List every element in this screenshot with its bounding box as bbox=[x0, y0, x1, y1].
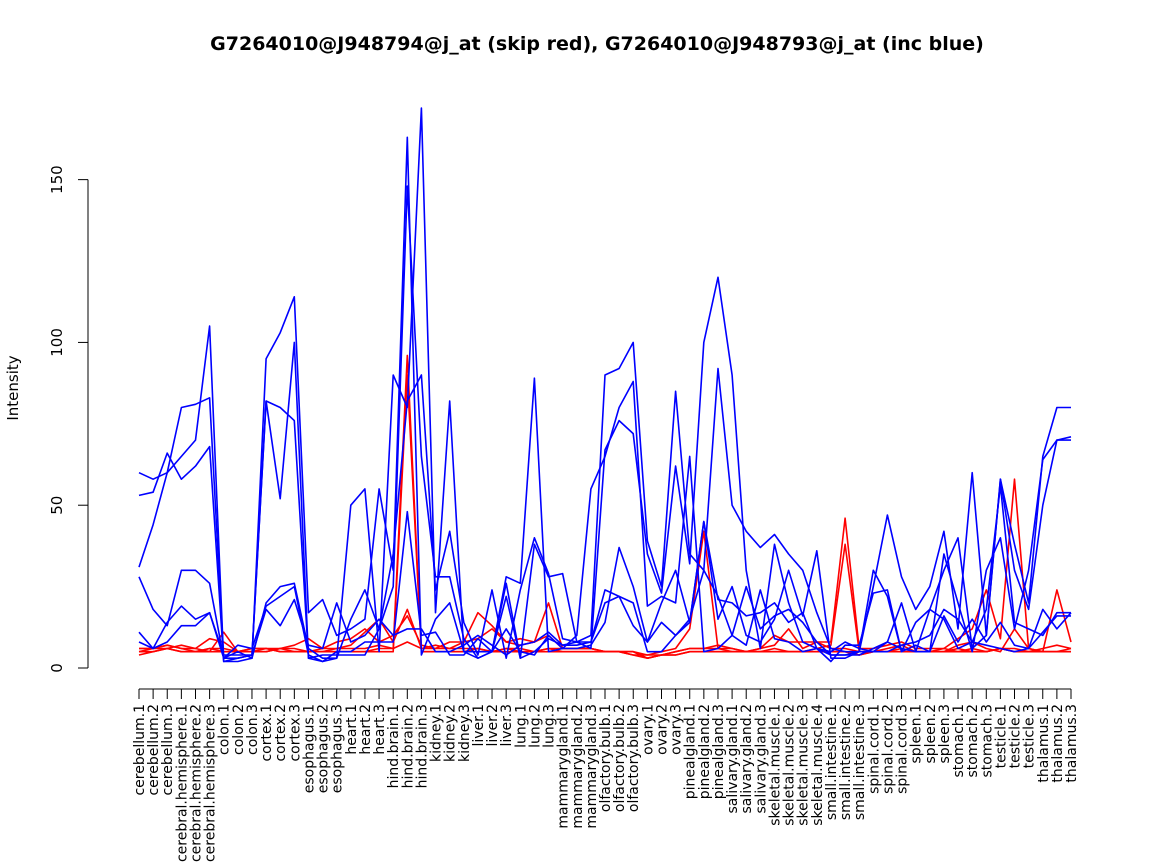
y-tick-label: 150 bbox=[48, 165, 66, 194]
x-tick-label: pinealgland.3 bbox=[711, 704, 727, 799]
x-tick-label: liver.1 bbox=[471, 704, 487, 747]
inc-series-line bbox=[138, 374, 1071, 660]
x-tick-label: testicle.1 bbox=[993, 704, 1009, 768]
x-tick-label: esophagus.3 bbox=[330, 704, 346, 793]
x-tick-label: liver.3 bbox=[499, 704, 515, 747]
x-tick-label: colon.3 bbox=[245, 704, 261, 755]
series-layer bbox=[138, 107, 1072, 663]
x-tick-label: spleen.2 bbox=[923, 704, 939, 764]
x-tick-label: colon.2 bbox=[231, 704, 247, 755]
skip-series-line bbox=[138, 374, 1071, 660]
x-tick-label: cortex.3 bbox=[287, 704, 303, 762]
x-tick-label: mammarygland.1 bbox=[556, 704, 572, 829]
x-tick-label: thalamus.2 bbox=[1050, 704, 1066, 783]
x-tick-label: spinal.cord.3 bbox=[895, 704, 911, 794]
x-tick-label: hind.brain.1 bbox=[386, 704, 402, 788]
x-tick-label: kidney.1 bbox=[429, 704, 445, 762]
y-tick-label: 0 bbox=[48, 663, 66, 673]
x-tick-label: pinealgland.1 bbox=[683, 704, 699, 799]
x-tick-label: skeletal.muscle.1 bbox=[767, 704, 783, 826]
x-tick-label: testicle.3 bbox=[1022, 704, 1038, 768]
x-tick-label: salivary.gland.1 bbox=[725, 704, 741, 813]
x-tick-label: small.intestine.1 bbox=[824, 704, 840, 820]
x-tick-label: mammarygland.3 bbox=[584, 704, 600, 829]
x-tick-label: spinal.cord.2 bbox=[880, 704, 896, 794]
x-tick-label: olfactory.bulb.2 bbox=[612, 704, 628, 812]
x-tick-label: esophagus.2 bbox=[316, 704, 332, 793]
x-tick-label: spleen.1 bbox=[909, 704, 925, 764]
x-tick-label: salivary.gland.2 bbox=[739, 704, 755, 813]
x-tick-label: skeletal.muscle.3 bbox=[796, 704, 812, 826]
x-tick-label: cortex.2 bbox=[273, 704, 289, 762]
x-tick-label: kidney.3 bbox=[457, 704, 473, 762]
x-tick-label: cerebral.hemisphere.2 bbox=[188, 704, 204, 862]
x-tick-label: lung.2 bbox=[527, 704, 543, 748]
x-tick-label: ovary.3 bbox=[669, 704, 685, 755]
x-tick-label: spinal.cord.1 bbox=[866, 704, 882, 794]
x-tick-label: lung.1 bbox=[513, 704, 529, 748]
x-tick-label: ovary.2 bbox=[654, 704, 670, 755]
y-tick-label: 100 bbox=[48, 328, 66, 357]
x-tick-label: small.intestine.2 bbox=[838, 704, 854, 820]
x-tick-label: spleen.3 bbox=[937, 704, 953, 764]
inc-series-line bbox=[138, 510, 1072, 663]
x-tick-label: esophagus.1 bbox=[301, 704, 317, 793]
x-tick-label: olfactory.bulb.3 bbox=[626, 704, 642, 812]
x-tick-label: heart.1 bbox=[344, 704, 360, 755]
x-tick-label: cerebral.hemisphere.3 bbox=[203, 704, 219, 862]
skip-series-line bbox=[139, 478, 1072, 656]
x-tick-label: skeletal.muscle.4 bbox=[810, 704, 826, 826]
x-tick-label: heart.2 bbox=[358, 704, 374, 755]
x-tick-label: liver.2 bbox=[485, 704, 501, 747]
x-tick-label: mammarygland.2 bbox=[570, 704, 586, 829]
x-tick-label: ovary.1 bbox=[640, 704, 656, 755]
x-tick-label: colon.1 bbox=[217, 704, 233, 755]
x-tick-label: skeletal.muscle.2 bbox=[782, 704, 798, 826]
x-tick-label: thalamus.1 bbox=[1036, 704, 1052, 783]
x-tick-label: heart.3 bbox=[372, 704, 388, 755]
inc-series-line bbox=[138, 136, 1071, 663]
inc-series-line bbox=[138, 185, 1071, 660]
y-axis: 0 50 100 150 bbox=[48, 165, 89, 673]
x-tick-label: stomach.2 bbox=[965, 704, 981, 778]
x-tick-label: cerebellum.2 bbox=[146, 704, 162, 796]
x-tick-label: hind.brain.3 bbox=[414, 704, 430, 788]
inc-series-line bbox=[138, 569, 1071, 656]
x-tick-label: cortex.1 bbox=[259, 704, 275, 762]
x-tick-label: cerebellum.1 bbox=[132, 704, 148, 796]
y-axis-label: Intensity bbox=[4, 355, 22, 420]
x-axis: cerebellum.1cerebellum.2cerebellum.3cere… bbox=[132, 688, 1080, 862]
x-tick-label: kidney.2 bbox=[443, 704, 459, 762]
x-tick-label: testicle.2 bbox=[1008, 704, 1024, 768]
x-tick-label: lung.3 bbox=[542, 704, 558, 748]
x-tick-label: cerebral.hemisphere.1 bbox=[174, 704, 190, 862]
x-tick-label: pinealgland.2 bbox=[697, 704, 713, 799]
x-tick-label: hind.brain.2 bbox=[400, 704, 416, 788]
x-tick-label: stomach.1 bbox=[951, 704, 967, 778]
x-tick-label: cerebellum.3 bbox=[160, 704, 176, 796]
x-tick-label: small.intestine.3 bbox=[852, 704, 868, 820]
x-tick-label: stomach.3 bbox=[979, 704, 995, 778]
y-tick-label: 50 bbox=[48, 496, 66, 515]
x-tick-label: olfactory.bulb.1 bbox=[598, 704, 614, 812]
x-tick-label: thalamus.3 bbox=[1064, 704, 1080, 783]
chart-title: G7264010@J948794@j_at (skip red), G72640… bbox=[210, 33, 984, 55]
x-tick-label: salivary.gland.3 bbox=[753, 704, 769, 813]
